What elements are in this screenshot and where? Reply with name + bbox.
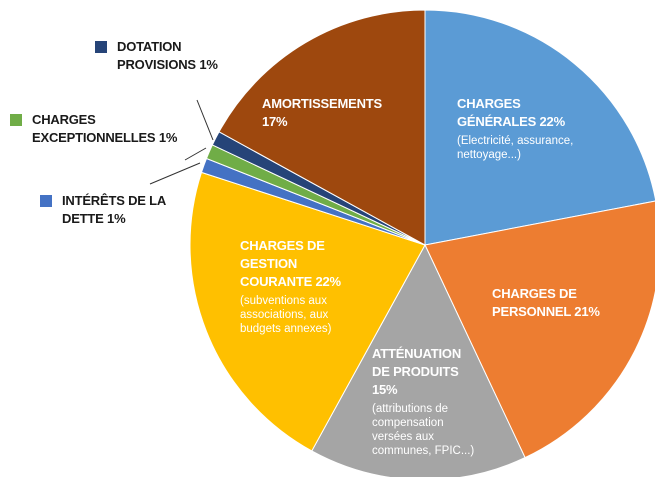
category-label: CHARGES DE GESTION COURANTE [240, 238, 325, 289]
value-label: 1% [107, 211, 126, 226]
category-label: CHARGES GÉNÉRALES [457, 96, 537, 129]
value-label: 1% [158, 130, 178, 145]
value-label: 22% [539, 114, 566, 129]
pie-slice [218, 9, 426, 246]
legend-swatch [95, 41, 107, 53]
category-label: DOTATION PROVISIONS [117, 39, 196, 72]
slice-label: CHARGES DE PERSONNEL 21% [492, 285, 632, 321]
slice-label: CHARGES DE GESTION COURANTE 22% (subventi… [240, 237, 348, 336]
category-label: AMORTISSEMENTS [262, 96, 382, 111]
slice-label: ATTÉNUATION DE PRODUITS 15% (attributions… [372, 345, 482, 458]
legend-swatch [10, 114, 22, 126]
leader-line [149, 162, 201, 185]
pie-slice [189, 171, 426, 452]
value-label: 22% [315, 274, 342, 289]
value-label: 17% [262, 114, 288, 129]
value-label: 21% [574, 304, 600, 319]
category-label: INTÉRÊTS DE LA DETTE [62, 193, 166, 226]
slice-label: INTÉRÊTS DE LA DETTE 1% [62, 192, 187, 228]
pie-slice [311, 243, 526, 477]
pie-slice [424, 9, 655, 246]
category-label: CHARGES EXCEPTIONNELLES [32, 112, 156, 145]
value-label: 15% [372, 382, 398, 397]
pie-slice [424, 200, 655, 459]
slice-label: CHARGES EXCEPTIONNELLES 1% [32, 111, 207, 147]
detail-label: (Electricité, assurance, nettoyage...) [457, 135, 574, 161]
detail-label: (attributions de compensation versées au… [372, 403, 475, 457]
leader-line [184, 147, 207, 161]
value-label: 1% [199, 57, 218, 72]
slice-label: CHARGES GÉNÉRALES 22% (Electricité, assur… [457, 95, 587, 162]
category-label: ATTÉNUATION DE PRODUITS [372, 346, 462, 379]
leader-line [196, 99, 214, 141]
category-label: CHARGES DE PERSONNEL [492, 286, 577, 319]
slice-label: DOTATION PROVISIONS 1% [117, 38, 242, 74]
legend-swatch [40, 195, 52, 207]
detail-label: (subventions aux associations, aux budge… [240, 295, 332, 335]
slice-label: AMORTISSEMENTS 17% [262, 95, 407, 131]
